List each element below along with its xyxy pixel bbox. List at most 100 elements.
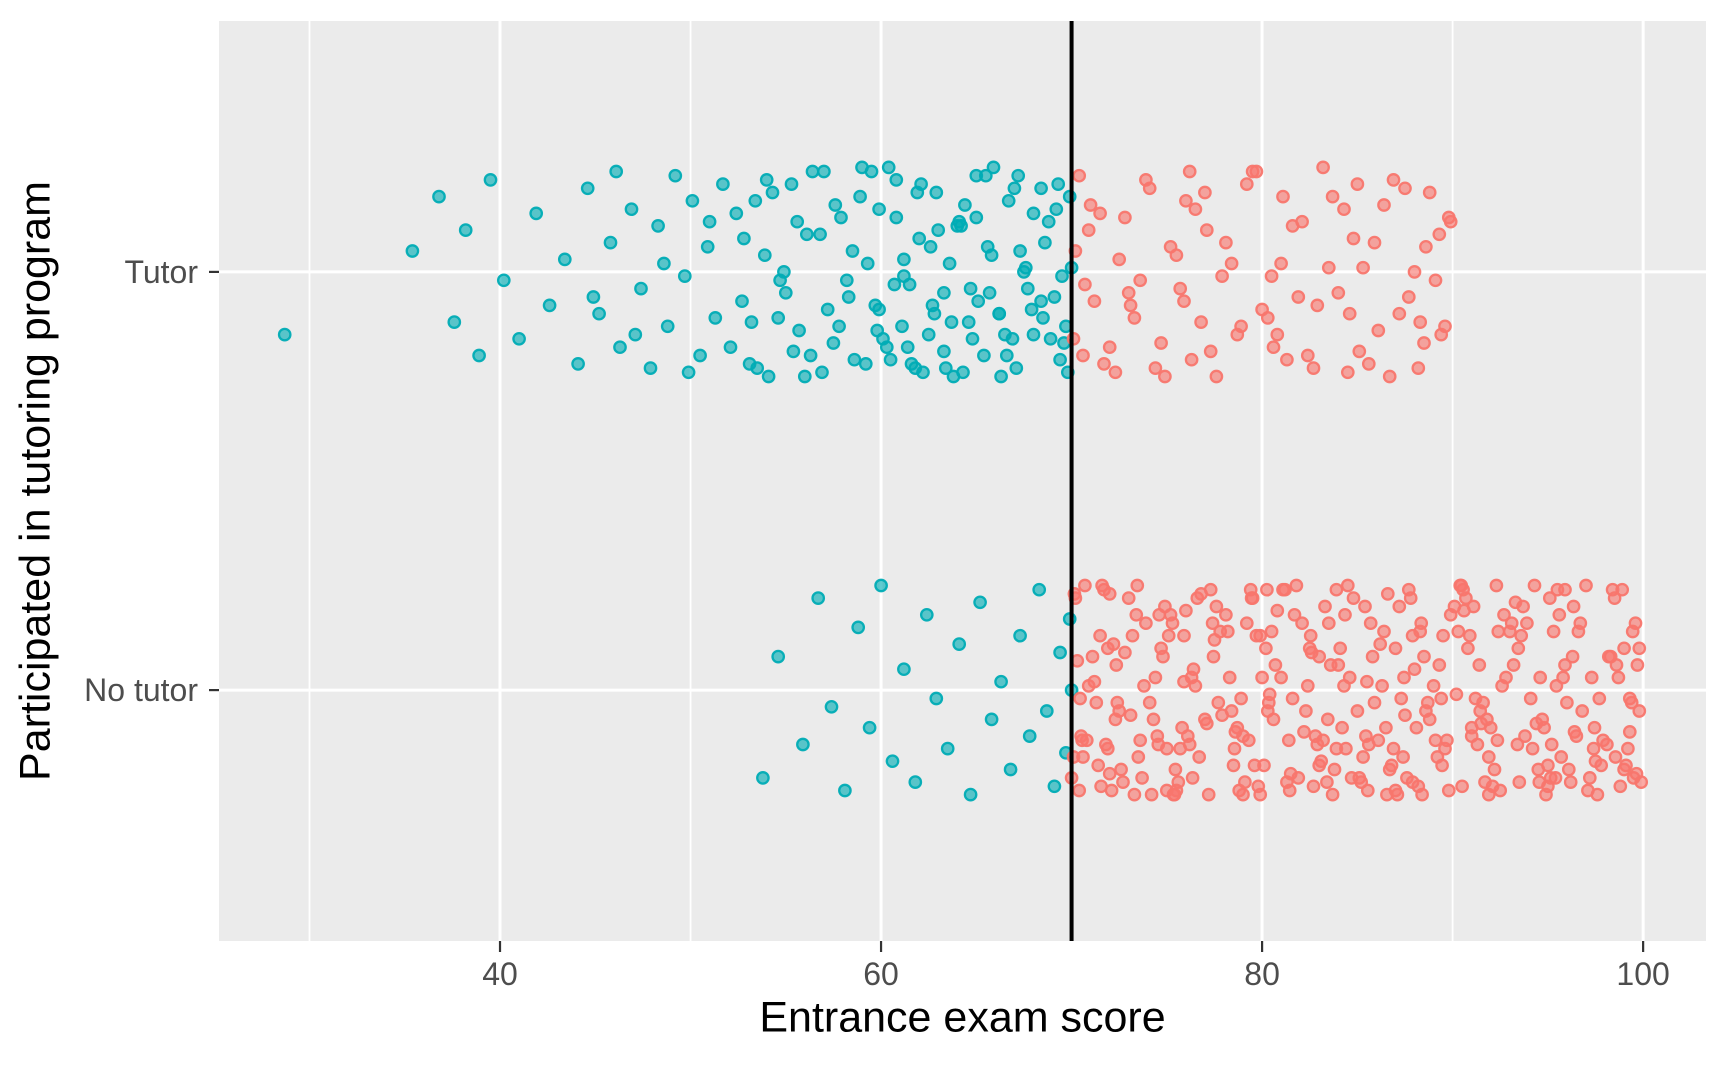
data-point (1007, 181, 1022, 196)
data-point (1352, 771, 1367, 785)
data-point (1201, 787, 1216, 802)
data-point (1518, 729, 1532, 743)
data-point (862, 720, 877, 735)
data-point (853, 189, 867, 204)
data-point (811, 591, 826, 605)
data-point (1592, 691, 1607, 706)
data-point (1148, 670, 1163, 685)
data-point (1554, 750, 1569, 764)
data-point (1550, 582, 1565, 597)
data-point (432, 189, 446, 204)
data-point (982, 285, 997, 300)
data-point (786, 344, 801, 359)
data-point (1434, 327, 1449, 342)
data-point (529, 206, 544, 221)
data-point (1280, 352, 1294, 367)
data-point (912, 231, 927, 246)
data-point (1110, 695, 1125, 710)
data-point (1566, 599, 1581, 614)
data-point (954, 219, 968, 233)
data-point (942, 256, 957, 271)
data-point (881, 160, 896, 175)
data-point (1331, 658, 1346, 672)
data-point (1215, 269, 1229, 283)
data-point (1032, 582, 1047, 597)
data-point (1579, 578, 1593, 593)
data-point (1622, 691, 1637, 706)
data-point (756, 771, 770, 785)
data-point (879, 340, 894, 355)
data-point (1308, 729, 1323, 743)
data-point (1560, 695, 1574, 710)
data-point (965, 331, 980, 346)
data-point (1520, 616, 1534, 631)
data-point (1632, 641, 1647, 656)
data-point (1561, 762, 1576, 777)
data-point (952, 637, 967, 651)
data-point (1133, 273, 1148, 288)
data-point (1047, 290, 1062, 304)
data-point (1039, 704, 1054, 718)
data-point (1215, 708, 1229, 723)
data-point (1331, 285, 1346, 300)
data-point (1205, 616, 1220, 631)
data-point (1118, 210, 1132, 225)
data-point (1053, 352, 1067, 367)
data-point (1300, 348, 1315, 363)
data-point (1003, 762, 1018, 777)
data-point (1316, 160, 1330, 175)
data-point (1127, 311, 1142, 325)
data-point (1303, 628, 1318, 643)
data-point (702, 214, 717, 229)
data-point (685, 193, 700, 208)
data-point (1582, 771, 1597, 785)
data-point (609, 164, 624, 179)
data-point (1337, 202, 1351, 217)
data-point (1490, 733, 1505, 748)
data-point (1356, 750, 1370, 764)
data-point (1203, 344, 1218, 359)
data-point (799, 227, 814, 242)
data-point (1525, 741, 1540, 756)
data-point (1130, 578, 1145, 593)
data-point (1335, 720, 1349, 735)
data-point (1022, 729, 1037, 743)
data-point (1244, 591, 1259, 605)
data-point (1121, 591, 1136, 605)
data-point (1148, 361, 1163, 375)
data-point (1379, 720, 1393, 735)
data-point (1417, 336, 1431, 350)
data-point (963, 281, 978, 296)
data-point (1190, 591, 1205, 605)
data-point (1504, 616, 1519, 631)
data-point (841, 290, 856, 304)
data-point (921, 327, 936, 342)
data-point (580, 181, 595, 196)
data-point (700, 239, 715, 254)
data-point (1386, 741, 1401, 756)
data-point (1552, 607, 1567, 622)
data-point (1575, 704, 1590, 718)
data-point (1532, 775, 1547, 789)
data-point (1543, 771, 1558, 785)
data-point (1226, 758, 1241, 773)
data-point (1158, 599, 1172, 614)
data-point (1285, 691, 1300, 706)
data-point (992, 306, 1007, 321)
data-point (1398, 181, 1412, 196)
data-point (1419, 239, 1433, 254)
data-point (1009, 361, 1024, 375)
data-point (885, 754, 900, 769)
data-point (1611, 670, 1626, 685)
data-point (971, 294, 986, 309)
data-point (1274, 256, 1288, 271)
data-point (1350, 177, 1365, 191)
data-point (1454, 578, 1469, 593)
data-point (1274, 670, 1288, 685)
data-point (1199, 223, 1214, 237)
data-point (1350, 704, 1365, 718)
data-point (1209, 369, 1224, 384)
data-point (999, 348, 1014, 363)
data-point (1076, 348, 1090, 363)
data-point (1219, 607, 1233, 622)
